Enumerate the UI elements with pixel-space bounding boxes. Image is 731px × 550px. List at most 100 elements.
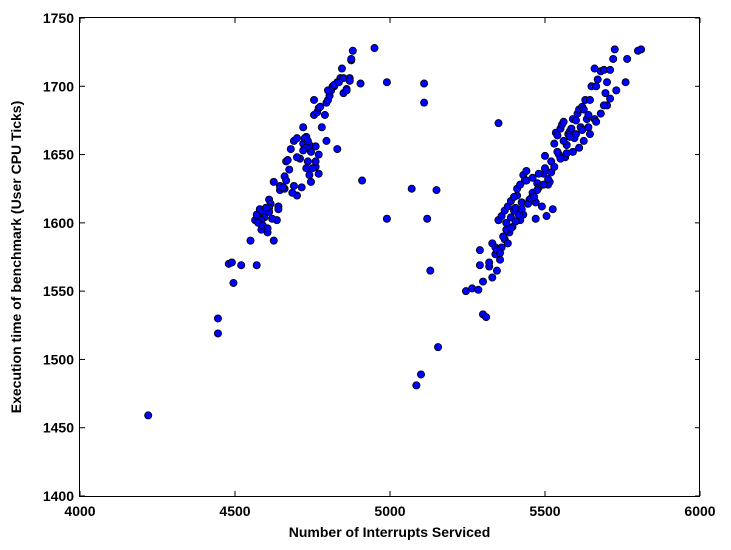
- data-point: [541, 164, 550, 173]
- data-point: [407, 184, 416, 193]
- data-point: [503, 239, 512, 248]
- data-point: [246, 236, 255, 245]
- data-point: [227, 258, 236, 267]
- data-point: [478, 277, 487, 286]
- data-point: [606, 94, 615, 103]
- data-point: [269, 236, 278, 245]
- data-point: [599, 101, 608, 110]
- data-point: [494, 119, 503, 128]
- data-point: [542, 212, 551, 221]
- data-point: [297, 183, 306, 192]
- data-point: [292, 153, 301, 162]
- data-point: [269, 177, 278, 186]
- data-point: [475, 246, 484, 255]
- data-point: [412, 381, 421, 390]
- data-point: [314, 169, 323, 178]
- data-point: [496, 248, 505, 257]
- data-point: [537, 202, 546, 211]
- data-point: [320, 110, 329, 119]
- data-point: [333, 145, 342, 154]
- data-point: [213, 329, 222, 338]
- data-point: [358, 176, 367, 185]
- data-point: [289, 181, 298, 190]
- x-tick-label: 5000: [374, 503, 405, 519]
- data-point: [553, 131, 562, 140]
- data-point: [603, 78, 612, 87]
- plot-frame: [79, 17, 700, 497]
- data-point: [572, 130, 581, 139]
- data-point: [568, 147, 577, 156]
- data-point: [432, 186, 441, 195]
- data-point: [539, 180, 548, 189]
- y-axis-label: Execution time of benchmark (User CPU Ti…: [8, 101, 24, 414]
- data-point: [299, 146, 308, 155]
- data-point: [572, 116, 581, 125]
- data-point: [517, 205, 526, 214]
- data-point: [261, 203, 270, 212]
- data-point: [610, 45, 619, 54]
- data-point: [541, 151, 550, 160]
- data-point: [283, 156, 292, 165]
- data-point: [506, 224, 515, 233]
- data-point: [584, 123, 593, 132]
- x-tick-label: 4000: [64, 503, 95, 519]
- x-tick-label: 4500: [219, 503, 250, 519]
- data-point: [579, 136, 588, 145]
- y-tick-label: 1550: [43, 283, 74, 299]
- data-point: [268, 214, 277, 223]
- data-point: [337, 64, 346, 73]
- data-point: [553, 147, 562, 156]
- data-point: [511, 217, 520, 226]
- data-point: [533, 186, 542, 195]
- data-point: [592, 82, 601, 91]
- y-tick-label: 1450: [43, 420, 74, 436]
- data-point: [356, 79, 365, 88]
- data-point: [382, 78, 391, 87]
- data-point: [303, 157, 312, 166]
- data-point: [382, 214, 391, 223]
- data-point: [637, 45, 646, 54]
- data-point: [612, 86, 621, 95]
- data-point: [370, 44, 379, 53]
- data-point: [285, 165, 294, 174]
- data-point: [544, 175, 553, 184]
- data-point: [485, 258, 494, 267]
- data-point: [347, 54, 356, 63]
- data-point: [279, 183, 288, 192]
- data-point: [299, 123, 308, 132]
- data-point: [322, 136, 331, 145]
- data-point: [237, 261, 246, 270]
- data-point: [488, 273, 497, 282]
- y-tick-label: 1700: [43, 78, 74, 94]
- data-point: [334, 78, 343, 87]
- data-point: [534, 169, 543, 178]
- x-tick-label: 6000: [684, 503, 715, 519]
- x-axis-label: Number of Interrupts Serviced: [289, 524, 491, 540]
- data-point: [492, 266, 501, 275]
- data-point: [420, 98, 429, 107]
- data-point: [579, 105, 588, 114]
- data-point: [342, 86, 351, 95]
- y-tick-label: 1400: [43, 488, 74, 504]
- data-point: [306, 177, 315, 186]
- data-point: [348, 46, 357, 55]
- data-points: [144, 44, 646, 420]
- data-point: [311, 157, 320, 166]
- data-point: [229, 278, 238, 287]
- data-point: [317, 123, 326, 132]
- data-point: [567, 124, 576, 133]
- data-point: [528, 173, 537, 182]
- x-tick-labels: 4000 4500 5000 5500 6000: [64, 503, 715, 519]
- data-point: [274, 205, 283, 214]
- data-point: [559, 117, 568, 126]
- data-point: [288, 188, 297, 197]
- data-point: [585, 130, 594, 139]
- data-point: [303, 136, 312, 145]
- data-point: [601, 89, 610, 98]
- data-point: [474, 285, 483, 294]
- data-point: [144, 411, 153, 420]
- data-point: [584, 110, 593, 119]
- data-point: [548, 205, 557, 214]
- y-tick-label: 1650: [43, 147, 74, 163]
